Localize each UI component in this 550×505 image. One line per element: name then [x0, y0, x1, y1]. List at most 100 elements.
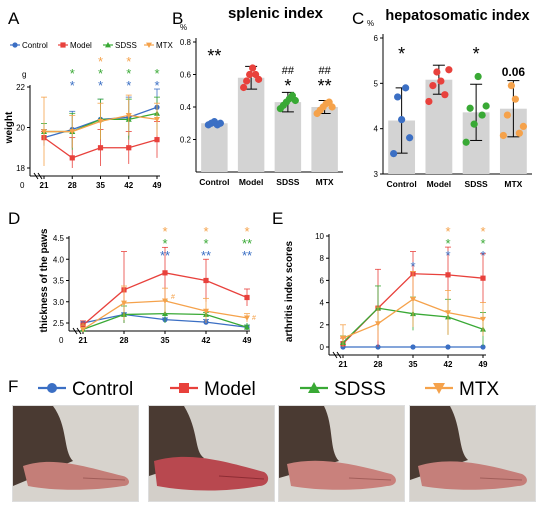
y-tick-label: 10 — [315, 232, 324, 241]
y-axis-label: thickness of the paws — [39, 228, 50, 332]
x-tick-label: 49 — [153, 181, 162, 190]
legend-marker — [433, 383, 445, 394]
data-point — [390, 150, 398, 158]
data-point — [507, 82, 515, 90]
axis-break — [72, 327, 78, 335]
x-tick-label: 49 — [243, 336, 252, 345]
paw-photo-control — [12, 405, 139, 502]
data-point — [340, 335, 346, 342]
axis-break — [336, 351, 342, 359]
significance-star: ** — [242, 248, 252, 263]
significance-hash: # — [252, 315, 256, 322]
legend-marker — [105, 42, 111, 48]
significance-star: ** — [242, 236, 252, 251]
x-tick-label: 42 — [202, 336, 211, 345]
x-tick-label: 28 — [120, 336, 129, 345]
paw-photo-sdss — [278, 405, 405, 502]
data-point — [478, 111, 486, 119]
series-mtx — [80, 285, 250, 333]
legend-marker — [308, 382, 320, 393]
chart-title: splenic index — [228, 5, 324, 22]
data-point — [244, 324, 250, 330]
axis-break — [37, 172, 43, 180]
y-unit: % — [367, 19, 374, 28]
x-tick-label: 21 — [339, 360, 348, 369]
data-point — [244, 315, 250, 321]
legend-label-model: Model — [70, 41, 92, 50]
x-tick-label: MTX — [316, 177, 334, 187]
panel-e-chart: 21 28 35 42 49 0 2 4 6 8 10 arthritis index scores — [284, 232, 488, 369]
y-tick-label: 4.0 — [53, 255, 65, 264]
data-point — [425, 97, 433, 106]
significance-star: * — [70, 78, 75, 93]
legend-label-model: Model — [204, 379, 256, 400]
data-point — [126, 145, 132, 151]
y-tick-label: 3.5 — [53, 277, 65, 286]
data-point — [328, 103, 336, 111]
significance-star: * — [98, 66, 103, 81]
y-tick-label: 0.8 — [180, 38, 192, 47]
bar-control — [201, 123, 228, 172]
significance-star: * — [445, 224, 450, 239]
data-point — [433, 68, 441, 76]
data-point — [480, 275, 486, 281]
significance-star: ** — [160, 248, 170, 263]
y-tick-label: 4 — [374, 125, 379, 134]
y-tick-label: 3.0 — [53, 298, 65, 307]
panel-label-c: C — [352, 9, 364, 28]
significance-star: * — [70, 66, 75, 81]
x-tick-label: Model — [239, 177, 264, 187]
data-point — [511, 95, 519, 103]
data-point — [503, 111, 511, 119]
data-point — [519, 122, 527, 130]
data-point — [154, 137, 160, 143]
significance-star: * — [126, 66, 131, 81]
significance-star: * — [480, 224, 485, 239]
y-tick-label: 3 — [374, 170, 379, 179]
data-point — [462, 138, 470, 146]
legend-label-sdss: SDSS — [334, 379, 386, 400]
significance-star: * — [154, 78, 159, 93]
bar-mtx — [311, 107, 338, 172]
legend-label-control: Control — [22, 41, 48, 50]
data-point — [515, 129, 523, 137]
significance-star: * — [154, 66, 159, 81]
panel-label-e: E — [272, 209, 283, 228]
y-tick-label: 6 — [374, 34, 379, 43]
legend-marker — [47, 383, 57, 393]
paw-photo-model — [148, 405, 275, 502]
x-tick-label: 35 — [96, 181, 105, 190]
significance-annotation: * — [473, 44, 480, 64]
y-tick-label: 4.5 — [53, 234, 65, 243]
data-point — [203, 277, 209, 284]
data-point — [482, 102, 490, 110]
significance-star: * — [445, 236, 450, 251]
data-point — [474, 72, 482, 81]
data-point — [69, 129, 76, 135]
data-point — [445, 310, 451, 316]
legend-marker — [146, 42, 152, 48]
y-tick-label: 6 — [320, 276, 325, 285]
y-unit: g — [22, 70, 26, 79]
significance-star: * — [480, 248, 485, 263]
data-point — [470, 120, 478, 128]
y-tick-label: 8 — [320, 254, 325, 263]
significance-hash: # — [171, 294, 175, 301]
data-point — [375, 321, 381, 327]
significance-annotation: * — [398, 44, 405, 64]
x-tick-label: 28 — [374, 360, 383, 369]
data-point — [80, 326, 86, 333]
significance-star: * — [203, 224, 208, 239]
data-point — [402, 84, 410, 92]
axis-break — [332, 351, 338, 359]
data-point — [162, 270, 168, 276]
data-point — [291, 96, 299, 105]
data-point — [97, 119, 104, 125]
significance-star: * — [98, 78, 103, 93]
significance-star: * — [480, 236, 485, 251]
data-point — [203, 308, 209, 315]
significance-hash: ## — [282, 65, 295, 77]
panel-label-b: B — [172, 9, 183, 28]
data-point — [445, 66, 453, 74]
